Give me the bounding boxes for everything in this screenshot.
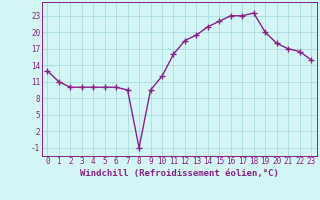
X-axis label: Windchill (Refroidissement éolien,°C): Windchill (Refroidissement éolien,°C) — [80, 169, 279, 178]
